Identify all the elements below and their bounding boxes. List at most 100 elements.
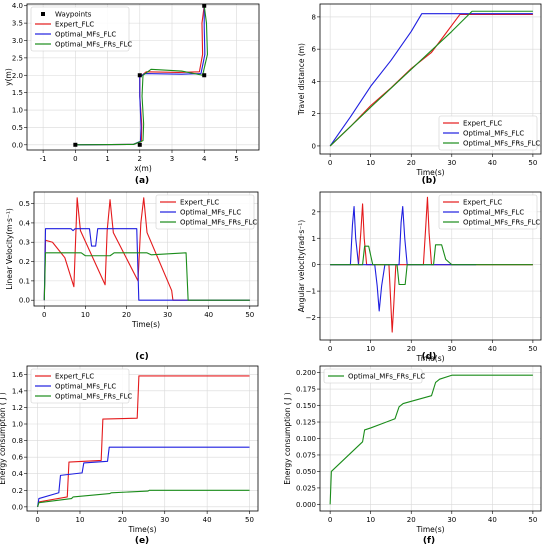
series-line-expert [37, 375, 250, 507]
y-tick-label: 1.5 [12, 89, 23, 97]
x-tick-label: 50 [528, 516, 537, 524]
series-line-expert [330, 196, 533, 333]
plot-frame [319, 191, 542, 341]
x-axis-label: Time(s) [131, 320, 160, 329]
legend-label: Optimal_MFs_FRs_FLC [55, 41, 132, 49]
y-tick-label: 2.0 [12, 72, 23, 80]
x-tick-label: 20 [407, 159, 416, 167]
x-tick-label: 0 [328, 516, 332, 524]
legend-label: Waypoints [55, 11, 92, 19]
legend: Expert_FLC Optimal_MFs_FLC Optimal_MFs_FRs… [438, 115, 540, 151]
series-line-mfs [330, 205, 477, 312]
x-tick-label: 20 [118, 516, 127, 524]
series-line-mfs [37, 446, 250, 507]
x-tick-label: 2 [138, 155, 142, 163]
legend-label: Optimal_MFs_FLC [463, 130, 524, 138]
legend-box [323, 368, 423, 384]
y-tick-label: 0.6 [12, 454, 24, 462]
x-tick-label: 30 [447, 516, 456, 524]
x-tick-label: 40 [488, 345, 497, 353]
y-tick-label: 0.2 [19, 258, 30, 266]
y-tick-label: 0.4 [12, 470, 24, 478]
x-axis-label: Time(s) [415, 354, 444, 363]
x-tick-label: 0 [35, 516, 39, 524]
x-tick-label: 40 [488, 516, 497, 524]
legend-label: Optimal_MFs_FRs_FLC [348, 373, 425, 381]
legend: Expert_FLC Optimal_MFs_FLC Optimal_MFs_FRs… [155, 194, 257, 230]
y-axis-label: Linear Velocity(m·s⁻¹) [5, 208, 14, 290]
y-tick-label: 1.2 [12, 404, 23, 412]
y-axis-label: Energy consumption ( J ) [283, 392, 292, 484]
series-line-mfs [43, 228, 250, 301]
plot-area [43, 197, 250, 301]
waypoint-marker [137, 73, 142, 78]
chart-b: 0 10 20 30 40 50 0 2 4 6 8 Time(s) Travel distance (… [297, 3, 542, 186]
legend-label: Expert_FLC [180, 199, 219, 207]
legend-marker-waypoints [41, 12, 45, 16]
y-tick-label: 1 [312, 235, 316, 243]
panel-caption: (d) [422, 352, 437, 362]
waypoint-marker [73, 142, 78, 147]
y-tick-label: 1.4 [12, 387, 24, 395]
y-tick-label: 8 [312, 13, 316, 21]
y-tick-label: 0.025 [296, 484, 316, 492]
x-tick-label: 50 [245, 516, 254, 524]
y-tick-label: 0.0 [12, 503, 23, 511]
x-tick-label: 10 [366, 345, 375, 353]
legend-label: Expert_FLC [463, 120, 502, 128]
plot-frame [319, 365, 542, 512]
x-axis-label: Time(s) [415, 525, 444, 534]
waypoint-marker [202, 73, 207, 78]
x-tick-label: 5 [234, 155, 238, 163]
y-tick-label: 1.0 [12, 107, 23, 115]
x-tick-label: 30 [160, 516, 169, 524]
y-tick-label: 3.5 [12, 20, 23, 28]
x-tick-label: 10 [366, 159, 375, 167]
series-line-mfs_frs [37, 489, 250, 508]
plot-area [329, 374, 533, 505]
series-line-expert [43, 197, 250, 301]
y-tick-label: 0 [312, 261, 316, 269]
x-tick-label: 0 [328, 159, 332, 167]
y-tick-label: 0.8 [12, 437, 23, 445]
x-tick-label: 20 [407, 345, 416, 353]
panel-caption: (c) [135, 352, 149, 362]
legend-label: Optimal_MFs_FRs_FLC [180, 219, 257, 227]
legend-label: Optimal_MFs_FRs_FLC [463, 219, 540, 227]
series-line-mfs_frs [75, 5, 208, 146]
x-tick-label: 30 [163, 311, 172, 319]
y-tick-label: 0.100 [296, 435, 316, 443]
x-tick-label: 30 [447, 159, 456, 167]
y-tick-label: 1.6 [12, 371, 24, 379]
chart-f: 0 10 20 30 40 50 0.000 0.025 0.050 0.075 0.100 0.12… [283, 365, 542, 546]
y-tick-label: 0.1 [19, 277, 30, 285]
legend-label: Optimal_MFs_FLC [55, 383, 116, 391]
plot-area [329, 10, 533, 147]
y-axis-label: y(m) [4, 68, 13, 86]
x-tick-label: 50 [528, 345, 537, 353]
x-tick-label: 20 [122, 311, 131, 319]
y-tick-label: 3.0 [12, 37, 23, 45]
legend: Expert_FLC Optimal_MFs_FLC Optimal_MFs_FRs… [438, 194, 540, 230]
x-axis-label: x(m) [134, 164, 152, 173]
y-tick-label: 0.000 [296, 501, 316, 509]
series-line-mfs [329, 13, 533, 147]
y-axis-label: Angular velocity(rad·s⁻¹) [297, 220, 306, 312]
x-tick-label: 40 [204, 311, 213, 319]
y-tick-label: −1 [306, 288, 316, 296]
x-tick-label: 50 [528, 159, 537, 167]
x-tick-label: 3 [170, 155, 174, 163]
legend: Optimal_MFs_FRs_FLC [323, 368, 425, 384]
plot-frame [319, 3, 542, 155]
plot-frame [33, 191, 259, 307]
panel-caption: (f) [423, 536, 435, 546]
legend-label: Optimal_MFs_FLC [463, 209, 524, 217]
y-tick-label: 0.2 [12, 487, 23, 495]
y-tick-label: 0.4 [19, 219, 31, 227]
x-tick-label: 0 [73, 155, 77, 163]
y-tick-label: 0.0 [19, 297, 30, 305]
legend-label: Optimal_MFs_FRs_FLC [463, 140, 540, 148]
legend-box [438, 194, 538, 230]
y-tick-label: 0 [312, 142, 316, 150]
